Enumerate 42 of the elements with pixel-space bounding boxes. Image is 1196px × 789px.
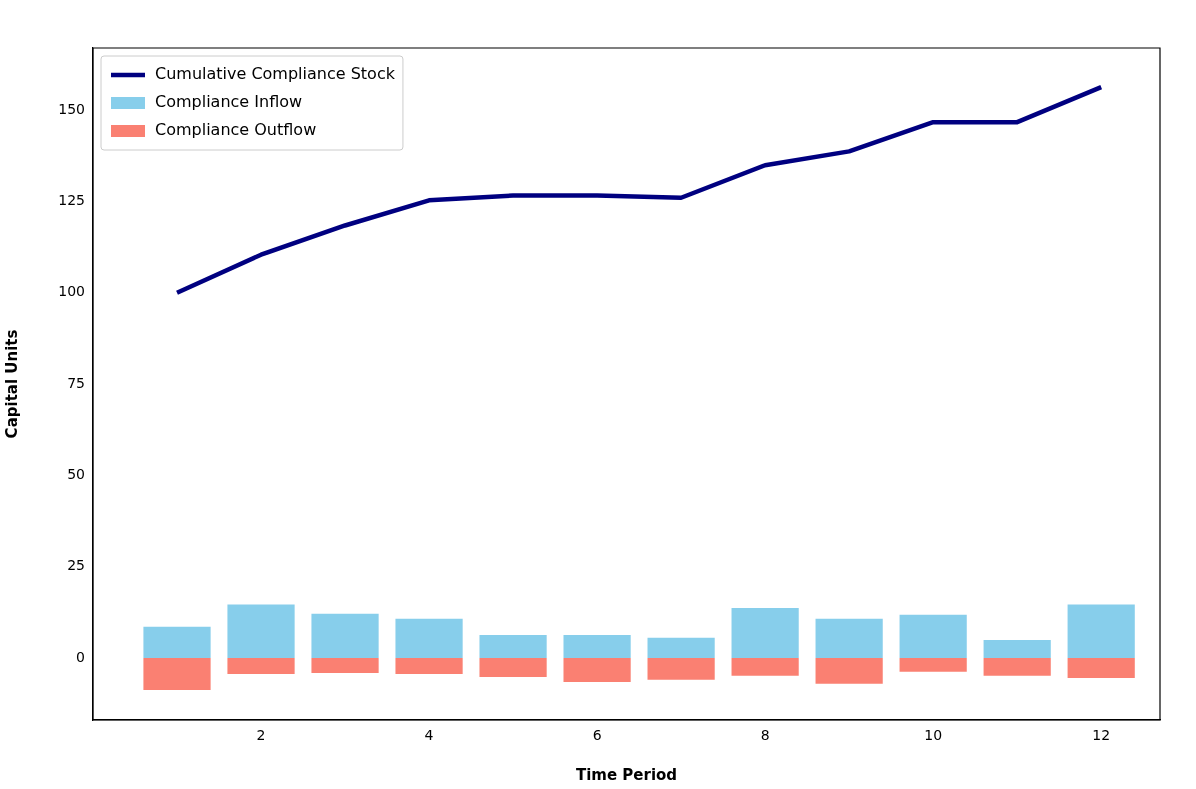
y-tick-label: 25 bbox=[67, 557, 85, 574]
x-tick-label: 4 bbox=[424, 727, 434, 744]
bar bbox=[1067, 604, 1135, 658]
bar bbox=[227, 657, 295, 674]
y-tick-label: 125 bbox=[58, 192, 85, 209]
bar bbox=[563, 657, 631, 683]
bar bbox=[983, 657, 1051, 676]
x-axis-title: Time Period bbox=[575, 765, 678, 784]
bar bbox=[311, 613, 379, 658]
bar bbox=[1067, 657, 1135, 678]
x-tick-label: 6 bbox=[592, 727, 602, 744]
x-tick-label: 10 bbox=[924, 727, 943, 744]
bar bbox=[647, 657, 715, 680]
bar bbox=[311, 657, 379, 673]
bar bbox=[731, 607, 799, 658]
bar bbox=[647, 637, 715, 658]
y-axis-title: Capital Units bbox=[2, 329, 21, 439]
bar bbox=[479, 634, 547, 658]
x-tick-label: 12 bbox=[1092, 727, 1111, 744]
bar bbox=[479, 657, 547, 677]
y-tick-label: 150 bbox=[58, 100, 85, 117]
bar bbox=[983, 640, 1051, 658]
x-tick-label: 2 bbox=[256, 727, 266, 744]
bar bbox=[815, 657, 883, 684]
bar bbox=[395, 618, 463, 658]
legend-label: Compliance Outflow bbox=[155, 120, 317, 140]
bar bbox=[143, 657, 211, 691]
bar bbox=[227, 604, 295, 658]
bar bbox=[815, 618, 883, 658]
bar bbox=[143, 626, 211, 658]
bar bbox=[899, 614, 967, 658]
y-tick-label: 75 bbox=[67, 374, 85, 391]
y-tick-label: 100 bbox=[58, 283, 85, 300]
y-tick-label: 50 bbox=[67, 465, 85, 482]
y-tick-label: 0 bbox=[76, 648, 85, 665]
bar bbox=[395, 657, 463, 674]
bar bbox=[899, 657, 967, 672]
bar bbox=[563, 634, 631, 658]
legend-label: Cumulative Compliance Stock bbox=[155, 64, 396, 84]
legend-label: Compliance Inflow bbox=[155, 92, 303, 112]
bar bbox=[731, 657, 799, 676]
x-tick-label: 8 bbox=[760, 727, 770, 744]
